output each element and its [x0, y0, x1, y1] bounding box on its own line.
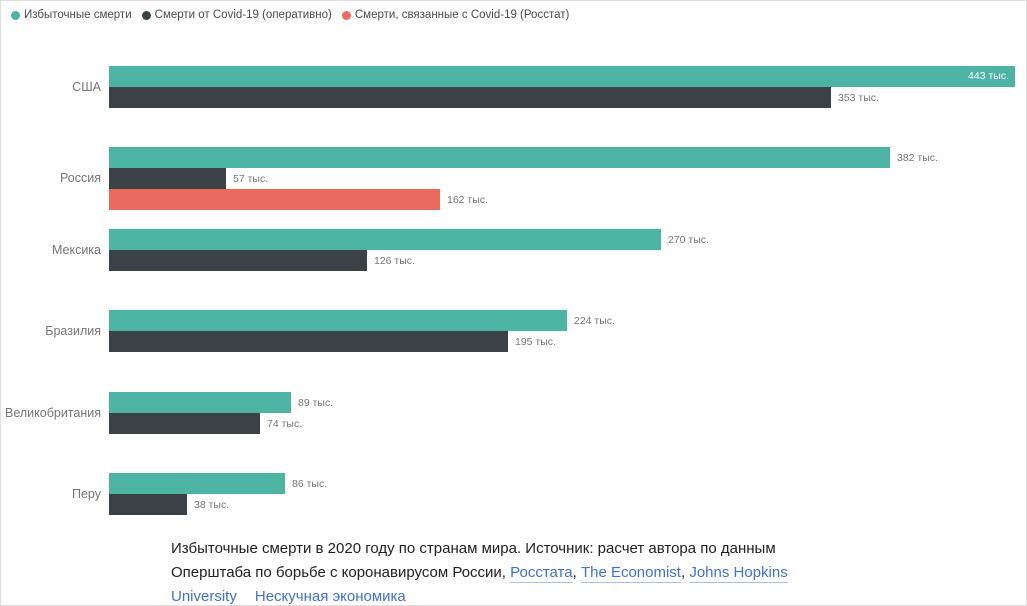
bar-value-label: 353 тыс.: [838, 91, 879, 104]
legend-dot-covid-rosstat-icon: [341, 10, 351, 20]
bar-value-label: 38 тыс.: [194, 498, 230, 511]
bar-value-label: 162 тыс.: [447, 193, 488, 206]
bar-value-label: 382 тыс.: [897, 151, 938, 164]
bar-group-2: Россия 382 тыс. 57 тыс. 162 тыс.: [1, 147, 938, 210]
legend-item-covid-reported: Смерти от Covid-19 (оперативно): [141, 9, 332, 21]
country-label: США: [72, 80, 101, 94]
bar-value-label: 270 тыс.: [668, 233, 709, 246]
country-label: Перу: [72, 487, 101, 501]
bar-excess: [109, 147, 890, 168]
bar-stack: 224 тыс. 195 тыс.: [109, 310, 615, 352]
bar-value-label: 443 тыс.: [968, 70, 1009, 82]
bar-excess: 443 тыс.: [109, 66, 1015, 87]
caption-text: ,: [680, 564, 690, 581]
bar-value-label: 86 тыс.: [292, 477, 328, 490]
bar-value-label: 74 тыс.: [267, 417, 303, 430]
legend-label-covid-reported: Смерти от Covid-19 (оперативно): [154, 9, 332, 21]
bar-covid_rosstat: [109, 189, 440, 210]
bar-covid_reported: [109, 168, 226, 189]
bar-excess: [109, 473, 285, 494]
caption: Избыточные смерти в 2020 году по странам…: [171, 537, 807, 605]
caption-link[interactable]: Росстата: [510, 564, 573, 583]
legend-dot-excess-deaths-icon: [11, 10, 20, 20]
bar-value-label: 195 тыс.: [515, 335, 556, 348]
legend-item-covid-rosstat: Смерти, связанные с Covid-19 (Росстат): [341, 9, 570, 21]
caption-text: ,: [572, 564, 581, 581]
bar-covid_reported: [109, 87, 831, 108]
bar-covid_reported: [109, 494, 187, 515]
caption-text: Избыточные смерти в 2020 году по странам…: [171, 540, 776, 581]
bar-group-4: Бразилия 224 тыс. 195 тыс.: [1, 310, 615, 352]
bar-stack: 270 тыс. 126 тыс.: [109, 229, 709, 271]
bar-group-1: США 443 тыс. 353 тыс.: [1, 66, 1015, 108]
legend-item-excess-deaths: Избыточные смерти: [11, 9, 132, 21]
caption-link[interactable]: The Economist: [580, 564, 681, 583]
country-label: Бразилия: [45, 324, 101, 338]
legend-label-excess-deaths: Избыточные смерти: [24, 9, 132, 21]
legend-dot-covid-reported-icon: [141, 10, 151, 20]
bar-stack: 443 тыс. 353 тыс.: [109, 66, 1015, 108]
bar-value-label: 224 тыс.: [574, 314, 615, 327]
country-label: Мексика: [51, 243, 101, 257]
bar-stack: 382 тыс. 57 тыс. 162 тыс.: [109, 147, 938, 210]
legend-label-covid-rosstat: Смерти, связанные с Covid-19 (Росстат): [354, 9, 570, 21]
bar-group-5: Великобритания 89 тыс. 74 тыс.: [1, 392, 333, 434]
bar-covid_reported: [109, 331, 508, 352]
country-label: Великобритания: [5, 406, 101, 420]
bar-excess: [109, 310, 567, 331]
bar-excess: [109, 392, 291, 413]
bar-value-label: 89 тыс.: [298, 396, 334, 409]
bar-covid_reported: [109, 413, 260, 434]
caption-link[interactable]: Johns Hopkins University: [171, 564, 788, 605]
bar-value-label: 126 тыс.: [374, 254, 415, 267]
bar-stack: 89 тыс. 74 тыс.: [109, 392, 333, 434]
legend: Избыточные смерти Смерти от Covid-19 (оп…: [11, 9, 569, 21]
bar-covid_reported: [109, 250, 367, 271]
caption-link[interactable]: Нескучная экономика: [254, 588, 406, 605]
bar-excess: [109, 229, 661, 250]
bar-stack: 86 тыс. 38 тыс.: [109, 473, 327, 515]
country-label: Россия: [60, 171, 101, 185]
bar-value-label: 57 тыс.: [233, 172, 269, 185]
bar-group-6: Перу 86 тыс. 38 тыс.: [1, 473, 327, 515]
bar-group-3: Мексика 270 тыс. 126 тыс.: [1, 229, 709, 271]
